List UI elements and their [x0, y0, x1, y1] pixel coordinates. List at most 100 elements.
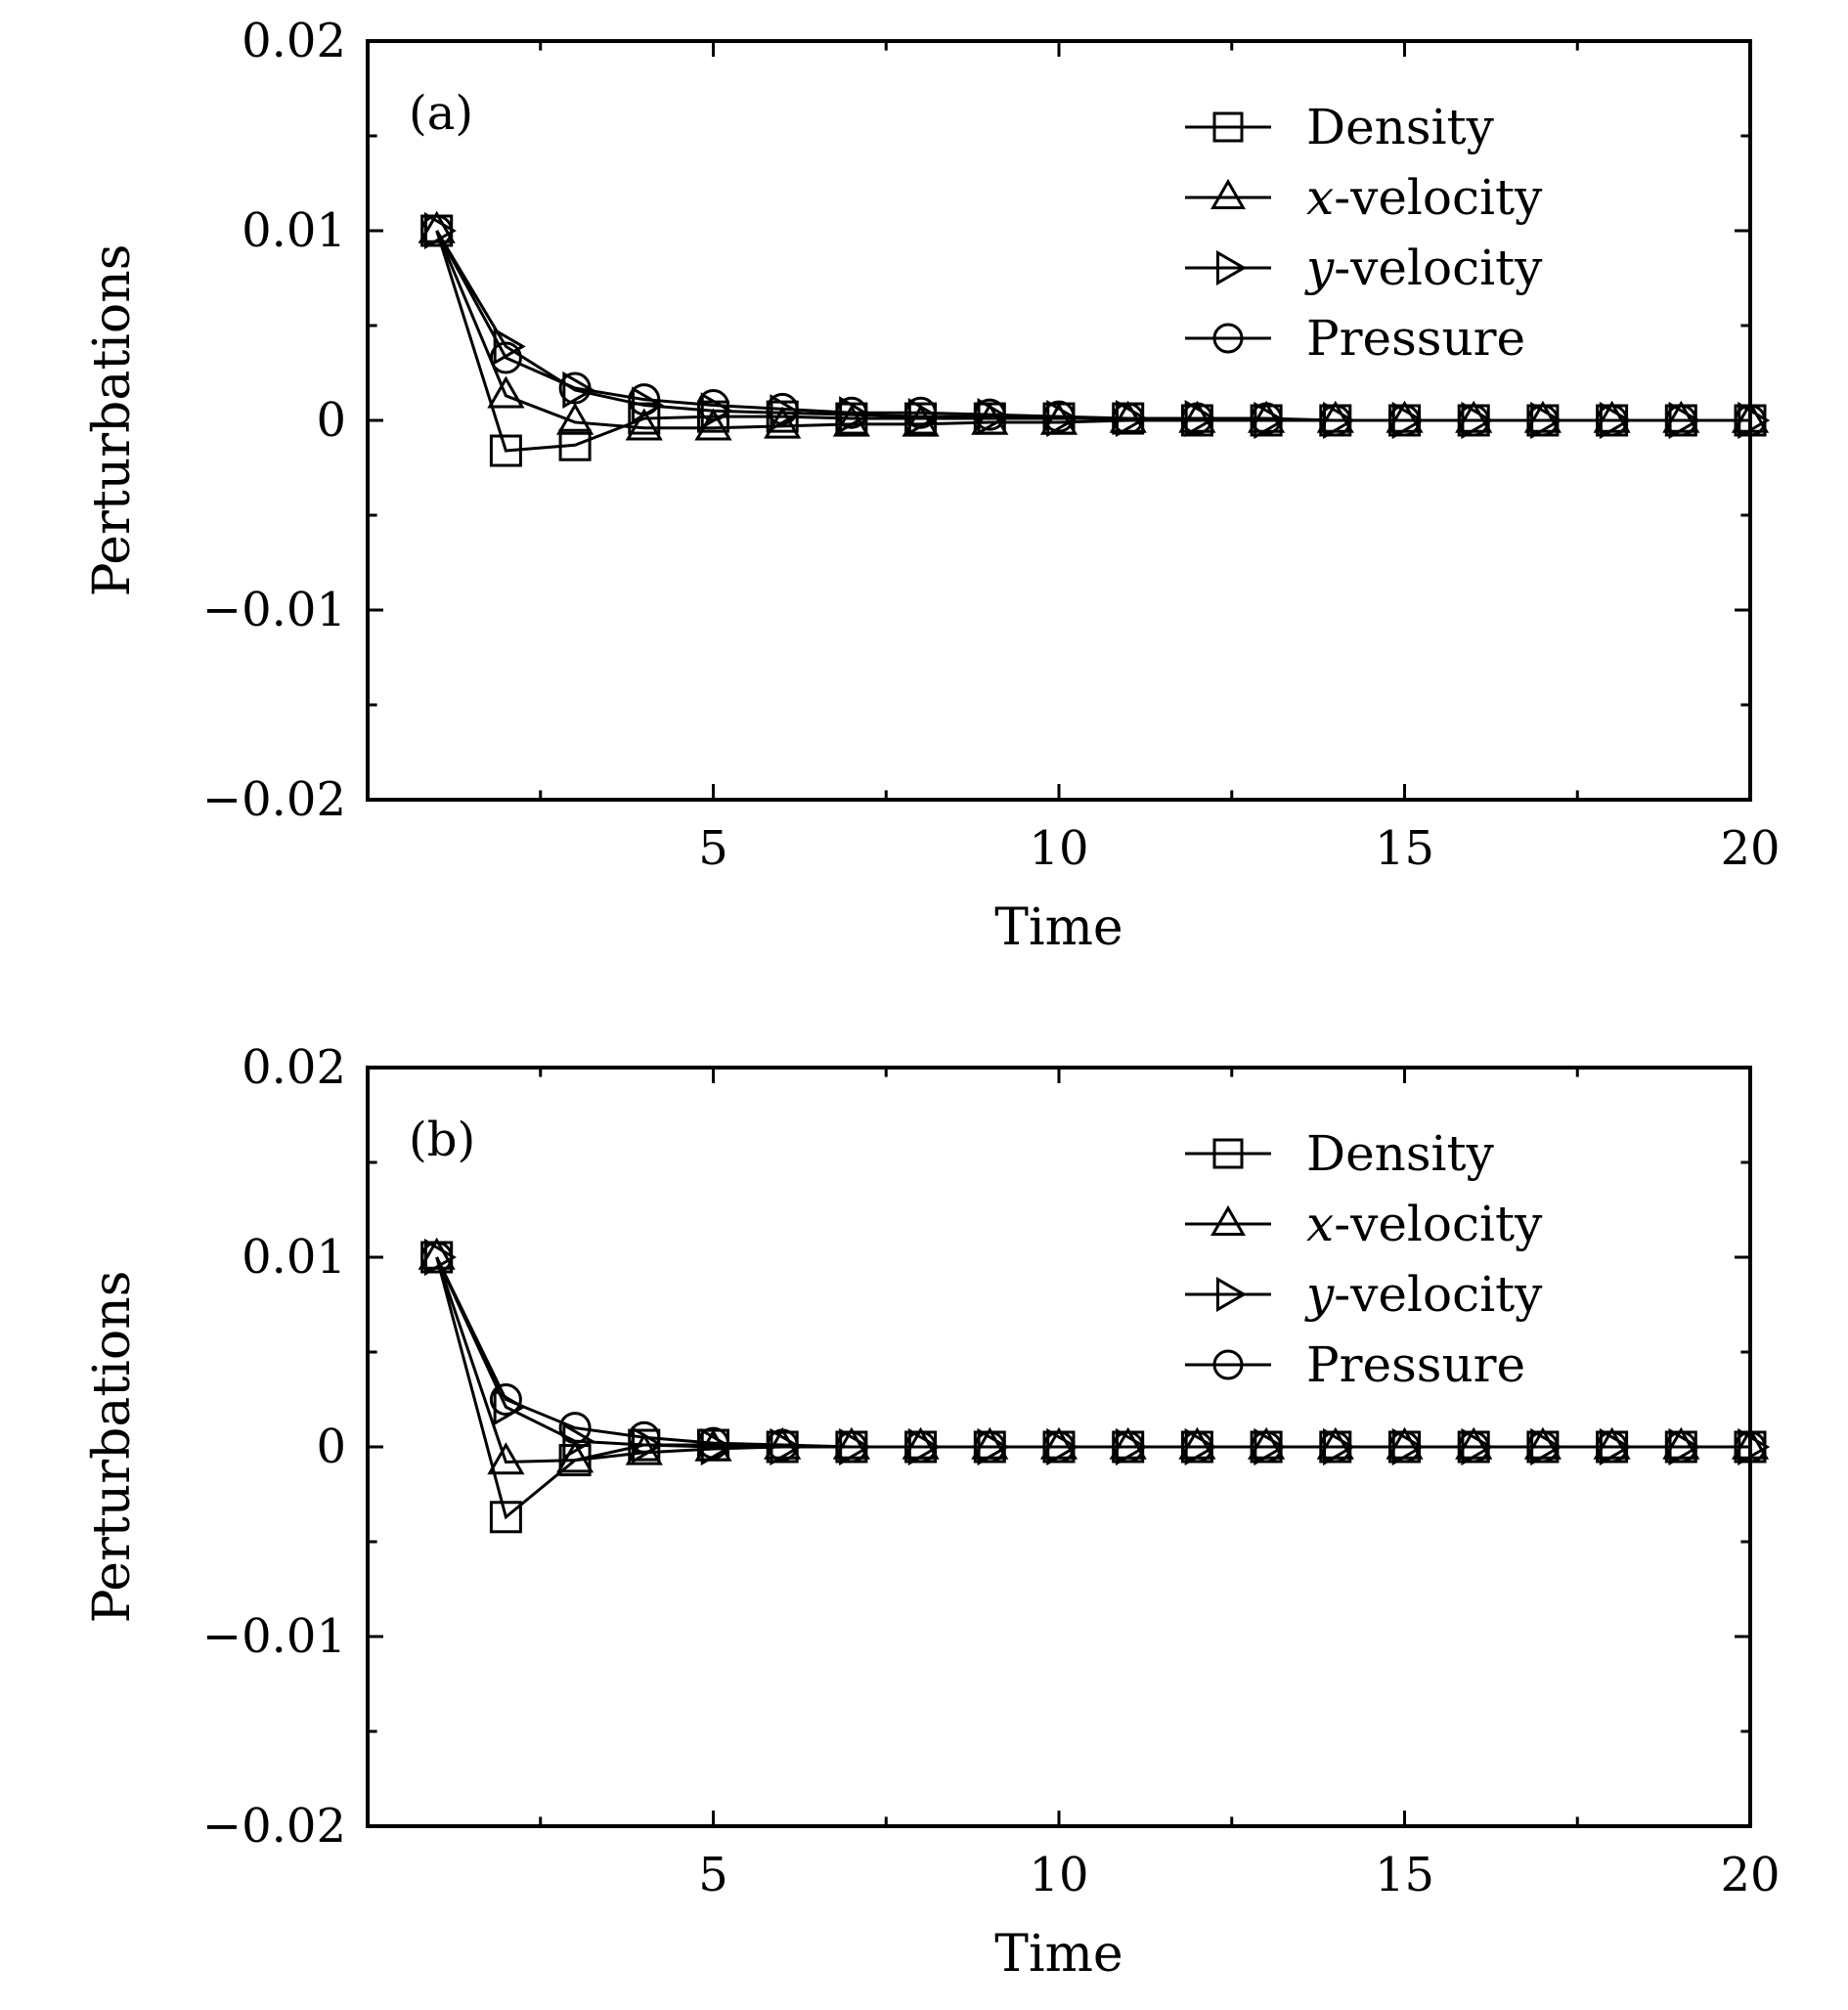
- data-point-y-velocity: [562, 371, 595, 410]
- legend-marker-triangle-up: [1210, 1204, 1247, 1236]
- data-point-pressure: [1734, 1430, 1767, 1464]
- series-x-velocity: [418, 210, 1770, 441]
- data-point-pressure: [1526, 404, 1560, 437]
- data-point-density: [489, 1501, 522, 1534]
- data-point-pressure: [1457, 1430, 1490, 1464]
- series-pressure: [420, 214, 1767, 437]
- y-axis-title: Perturbations: [83, 244, 142, 597]
- legend-marker-square: [1212, 1138, 1244, 1169]
- data-point-pressure: [420, 1241, 454, 1274]
- legend-marker-circle: [1212, 1349, 1244, 1380]
- data-point-pressure: [420, 214, 454, 247]
- data-point-y-velocity: [1254, 401, 1287, 440]
- data-point-x-velocity: [555, 402, 594, 435]
- data-point-pressure: [1250, 1430, 1283, 1464]
- data-point-pressure: [1112, 402, 1145, 435]
- y-tick-label: 0.01: [242, 203, 346, 258]
- series-y-velocity: [423, 1238, 1771, 1466]
- data-point-pressure: [1180, 1430, 1213, 1464]
- legend-marker-circle: [1212, 323, 1244, 354]
- series-line-y-velocity: [435, 1256, 1750, 1449]
- data-point-y-velocity: [770, 1427, 803, 1466]
- legend-item-density: Density: [1185, 99, 1495, 155]
- legend-label: x-velocity: [1306, 169, 1543, 226]
- data-point-pressure: [766, 392, 799, 425]
- legend-marker-triangle-up: [1210, 178, 1247, 209]
- legend-item-y-velocity: y-velocity: [1185, 240, 1543, 296]
- data-point-pressure: [628, 1420, 661, 1454]
- legend-label: Pressure: [1306, 310, 1525, 367]
- x-axis-title: Time: [994, 898, 1122, 957]
- y-tick-label: −0.02: [202, 1799, 346, 1854]
- x-tick-label: 20: [1720, 1848, 1780, 1902]
- data-point-y-velocity: [1046, 399, 1079, 438]
- y-tick-label: −0.01: [202, 1609, 346, 1664]
- panel-label: (a): [409, 86, 473, 141]
- data-point-pressure: [904, 1430, 938, 1464]
- legend-marker-square: [1212, 111, 1244, 143]
- legend-label-suffix: -velocity: [1334, 169, 1543, 226]
- legend-item-x-velocity: x-velocity: [1185, 1196, 1543, 1252]
- data-point-pressure: [904, 396, 938, 429]
- legend-item-x-velocity: x-velocity: [1185, 169, 1543, 226]
- series-pressure: [420, 1241, 1767, 1464]
- data-point-x-velocity: [487, 1442, 525, 1475]
- data-point-pressure: [1596, 1430, 1629, 1464]
- y-tick-label: 0.02: [242, 1040, 346, 1095]
- legend-label-variable: x: [1306, 169, 1334, 226]
- legend-label: Density: [1306, 99, 1495, 155]
- panel-label: (b): [409, 1113, 475, 1167]
- data-point-x-velocity: [764, 406, 802, 439]
- data-point-pressure: [1734, 404, 1767, 437]
- x-tick-label: 20: [1720, 821, 1780, 876]
- legend-label-suffix: -velocity: [1334, 1196, 1543, 1252]
- data-point-pressure: [697, 1426, 729, 1460]
- data-point-pressure: [558, 371, 592, 405]
- legend-label: y-velocity: [1304, 240, 1543, 296]
- legend-label: Density: [1306, 1125, 1495, 1182]
- data-point-pressure: [1596, 404, 1629, 437]
- data-point-pressure: [1457, 404, 1490, 437]
- data-point-density: [558, 428, 592, 461]
- chart-panel-a: 5 10 15 20 0.02 0.01 0 −0.01 −0.02 Time Perturbati…: [83, 14, 1781, 957]
- legend-label-variable: x: [1306, 1196, 1334, 1252]
- y-tick-label: 0: [316, 393, 346, 448]
- data-point-y-velocity: [839, 396, 872, 434]
- data-point-pressure: [1180, 402, 1213, 435]
- data-point-pressure: [628, 383, 661, 416]
- legend-item-density: Density: [1185, 1125, 1495, 1182]
- x-tick-label: 10: [1029, 821, 1088, 876]
- data-point-pressure: [835, 396, 868, 429]
- series-density: [420, 214, 1767, 467]
- data-point-pressure: [1112, 1430, 1145, 1464]
- data-point-pressure: [766, 1428, 799, 1462]
- series-x-velocity: [418, 1237, 1770, 1475]
- legend-label-suffix: -velocity: [1334, 240, 1543, 296]
- legend-marker-triangle-right: [1216, 249, 1248, 286]
- series-y-velocity: [423, 211, 1771, 440]
- x-tick-label: 5: [698, 821, 728, 876]
- data-point-pressure: [1319, 404, 1352, 437]
- y-axis-title: Perturbations: [83, 1271, 142, 1624]
- data-point-pressure: [489, 341, 522, 374]
- x-tick-label: 5: [698, 1848, 728, 1902]
- data-point-pressure: [1042, 400, 1076, 433]
- legend-label-suffix: -velocity: [1334, 1266, 1543, 1323]
- data-point-x-velocity: [625, 408, 663, 441]
- series-line-pressure: [435, 1256, 1750, 1449]
- y-tick-label: 0: [316, 1420, 346, 1474]
- data-point-y-velocity: [770, 394, 803, 432]
- x-tick-label: 10: [1029, 1848, 1088, 1902]
- data-point-pressure: [1319, 1430, 1352, 1464]
- legend-item-pressure: Pressure: [1185, 1336, 1525, 1393]
- data-point-pressure: [697, 388, 729, 421]
- data-point-pressure: [558, 1412, 592, 1445]
- data-point-pressure: [1664, 404, 1697, 437]
- legend-label: y-velocity: [1304, 1266, 1543, 1323]
- data-point-pressure: [973, 1430, 1006, 1464]
- data-point-x-velocity: [487, 375, 525, 409]
- data-point-pressure: [1388, 1430, 1421, 1464]
- data-point-pressure: [973, 398, 1006, 431]
